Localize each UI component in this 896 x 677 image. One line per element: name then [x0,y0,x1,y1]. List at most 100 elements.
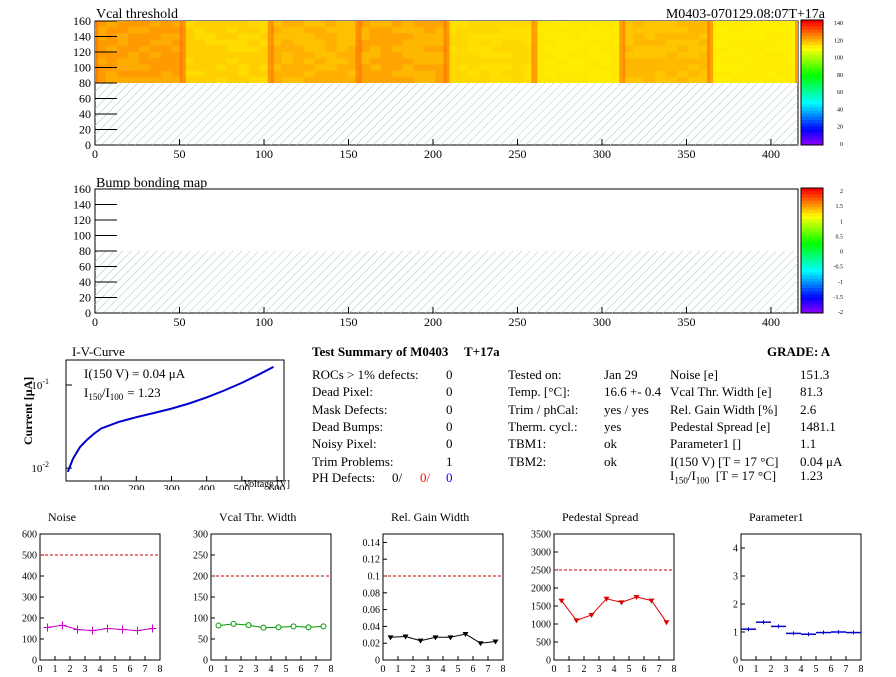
map-pixel-cluster [237,39,249,46]
map-pixel-cluster [270,64,282,71]
data-point [230,620,237,627]
map-pixel-cluster [116,58,128,65]
map-pixel-cluster [149,52,161,59]
defect-row-value: 0 [446,436,453,452]
map-pixel-cluster [567,58,579,65]
map-pixel-cluster [523,64,535,71]
map-module-edge [531,21,535,83]
small-xtick-label: 7 [844,664,849,672]
map-xtick-label: 0 [92,147,98,161]
parameter-row-label: I(150 V) [T = 17 °C] [670,453,779,469]
map-pixel-cluster [160,76,172,83]
map-pixel-cluster [413,76,425,83]
map-pixel-cluster [226,27,238,34]
map-pixel-cluster [347,27,359,34]
map-pixel-cluster [622,33,634,40]
map-pixel-cluster [336,45,348,52]
palette-cell [801,278,823,283]
small-ytick-label: 0 [203,656,208,667]
palette-cell [801,228,823,233]
palette-cell [801,120,823,124]
map-pixel-cluster [149,21,161,28]
small-ytick-label: 100 [22,635,37,646]
map-pixel-cluster [138,45,150,52]
palette-cell [801,197,823,201]
small-xtick-label: 1 [224,664,229,672]
summary-temp-tag: T+17a [464,344,500,359]
map-pixel-cluster [501,76,513,83]
map-pixel-cluster [237,70,249,77]
small-ytick-label: 0.08 [363,588,381,599]
map-xtick-label: 300 [593,315,611,329]
palette-cell [801,51,823,55]
small-ytick-label: 0 [733,656,738,667]
map-pixel-cluster [666,39,678,46]
palette-cell [801,70,823,74]
map-pixel-cluster [391,27,403,34]
small-xtick-label: 6 [829,664,834,672]
map-pixel-cluster [644,45,656,52]
defect-row-value: 0 [446,367,453,382]
map-pixel-cluster [655,27,667,34]
small-chart-title: Noise [48,510,76,524]
map2-axes: 0 50 100 150 200 250 300 350 4000204060801001201… [73,182,780,329]
small-chart-2: Vcal Thr. Width 0 1 2 3 4 5 6 7 8 0 50 100 150 200 250 3… [193,510,334,675]
defect-row-label: Noisy Pixel: [312,436,377,452]
map-pixel-cluster [567,39,579,46]
data-point [633,595,640,600]
small-ytick-label: 0 [546,656,551,667]
small-ytick-label: 3000 [531,548,551,559]
palette-cell [801,303,823,308]
map-ytick-label: 160 [73,182,91,196]
condition-row-label: TBM2: [508,453,547,469]
palette-cell [801,104,823,108]
iv-ytick-top-label: 10-1 [31,377,49,392]
map-ytick-label: 140 [73,198,91,212]
small-xtick-label: 7 [314,664,319,672]
map-pixel-cluster [215,39,227,46]
map-pixel-cluster [369,64,381,71]
map-pixel-cluster [556,52,568,59]
map-pixel-cluster [127,64,139,71]
ph-defects-value-2: 0/ [420,470,431,485]
map-pixel-cluster [545,58,557,65]
map-pixel-cluster [578,64,590,71]
small-xtick-label: 7 [657,664,662,672]
map-xtick-label: 100 [255,147,273,161]
small-ytick-label: 250 [193,551,208,562]
map-pixel-cluster [127,52,139,59]
map-ytick-label: 140 [73,30,91,44]
small-chart-4: Pedestal Spread 0 1 2 3 4 5 6 7 8 0 500 1000 1500 2000… [531,510,677,675]
map-pixel-cluster [160,70,172,77]
map-pixel-cluster [776,27,788,34]
palette-tick-label: -1.5 [834,295,844,301]
iv-xtick-label: 400 [198,483,215,490]
map-pixel-cluster [699,70,711,77]
map-pixel-cluster [479,64,491,71]
map-pixel-cluster [402,21,414,28]
map-pixel-cluster [490,70,502,77]
small-ytick-label: 0.12 [363,555,381,566]
map-pixel-cluster [182,70,194,77]
palette-cell [801,256,823,261]
map-pixel-cluster [248,76,260,83]
vcal-threshold-map: Vcal threshold M0403-070129.08:07T+17a 0… [0,0,896,165]
map-pixel-cluster [721,52,733,59]
map-pixel-cluster [259,64,271,71]
map-pixel-cluster [226,39,238,46]
data-point [663,620,670,626]
map1-title: Vcal threshold [96,7,178,22]
map-pixel-cluster [622,52,634,59]
map-pixel-cluster [347,33,359,40]
map-pixel-cluster [435,27,447,34]
palette-cell [801,79,823,83]
small-ytick-label: 300 [22,593,37,604]
map-pixel-cluster [413,39,425,46]
small-xtick-label: 8 [859,664,864,672]
map-pixel-cluster [402,64,414,71]
small-chart-frame [210,533,332,661]
test-summary: Test Summary of M0403 T+17a GRADE: A ROC… [312,340,896,490]
small-xtick-label: 2 [769,664,774,672]
parameter-row-value: 1.1 [800,436,817,452]
map-pixel-cluster [292,27,304,34]
